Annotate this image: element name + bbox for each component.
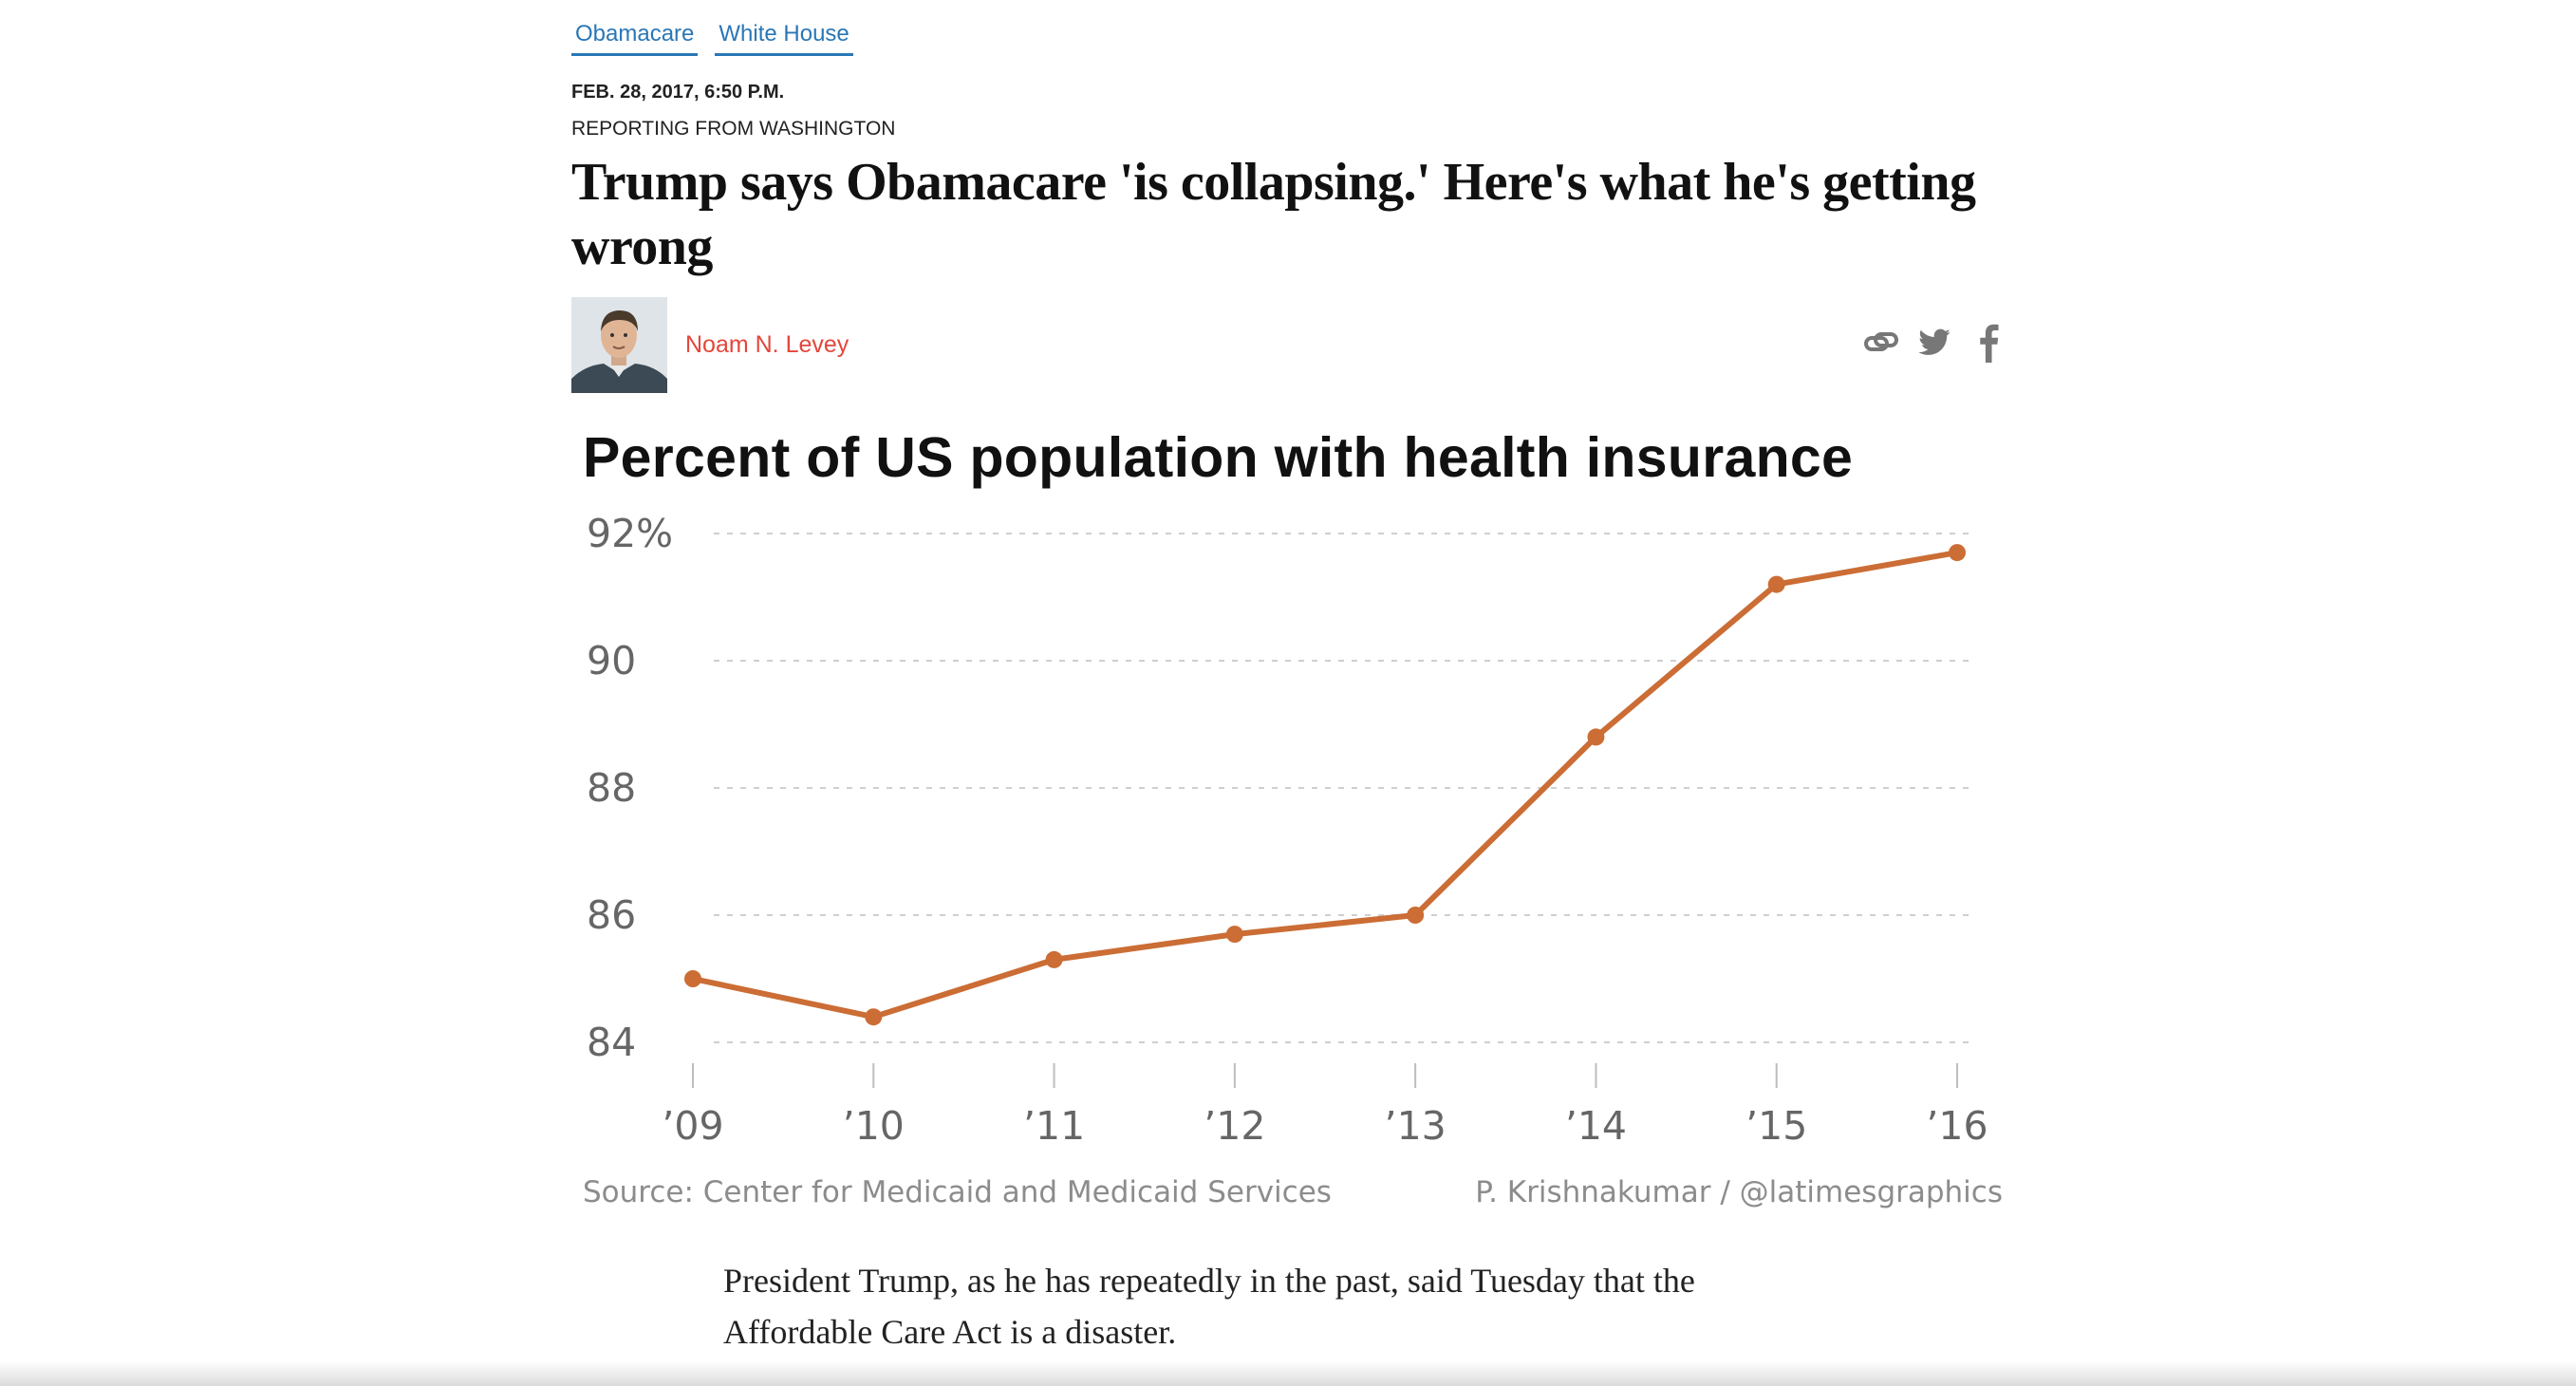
headline: Trump says Obamacare 'is collapsing.' He… — [571, 153, 1976, 276]
x-tick-label: ’12 — [1204, 1103, 1265, 1149]
y-axis: 92% 90 88 86 84 — [587, 511, 673, 1065]
chart-credit: P. Krishnakumar / @latimesgraphics — [1475, 1175, 2003, 1209]
x-axis: ’09 ’10 ’11 ’12 ’13 ’14 ’15 ’16 — [662, 1063, 1988, 1149]
bottom-fade — [0, 1361, 2576, 1386]
x-tick-label: ’11 — [1023, 1103, 1085, 1149]
twitter-icon[interactable] — [1915, 323, 1953, 361]
x-tick-label: ’15 — [1745, 1103, 1807, 1149]
tag-obamacare[interactable]: Obamacare — [571, 17, 699, 56]
author-name[interactable]: Noam N. Levey — [685, 331, 849, 358]
chart-title: Percent of US population with health ins… — [583, 426, 1854, 489]
data-point — [684, 970, 701, 987]
data-point — [1587, 728, 1605, 746]
chart-series — [684, 544, 1966, 1026]
tag-white-house[interactable]: White House — [715, 17, 853, 56]
reporting-location: REPORTING FROM WASHINGTON — [571, 118, 896, 140]
x-tick-label: ’14 — [1565, 1103, 1627, 1149]
article-body: President Trump, as he has repeatedly in… — [723, 1262, 1695, 1351]
y-tick-label: 90 — [587, 638, 636, 684]
facebook-icon[interactable] — [1974, 323, 2003, 363]
series-line — [690, 550, 1960, 1021]
link-icon[interactable] — [1862, 323, 1900, 361]
x-tick-label: ’16 — [1926, 1103, 1988, 1149]
x-tick-label: ’10 — [843, 1103, 905, 1149]
x-tick-label: ’13 — [1385, 1103, 1447, 1149]
data-point — [1407, 907, 1425, 924]
y-tick-label: 88 — [587, 765, 636, 811]
y-tick-label: 86 — [587, 892, 636, 938]
y-tick-label: 92% — [587, 511, 673, 556]
author-avatar[interactable] — [571, 297, 667, 393]
data-point — [1045, 950, 1063, 968]
x-tick-label: ’09 — [662, 1103, 723, 1149]
dateline: FEB. 28, 2017, 6:50 P.M. — [571, 82, 785, 103]
author-photo — [571, 297, 667, 393]
chart-source: Source: Center for Medicaid and Medicaid… — [583, 1175, 1332, 1209]
topic-tags: Obamacare White House — [571, 17, 853, 56]
data-point — [1949, 544, 1966, 562]
data-point — [1767, 575, 1785, 593]
data-point — [865, 1008, 883, 1026]
chart-grid — [714, 533, 1974, 1043]
data-point — [1225, 926, 1243, 944]
y-tick-label: 84 — [587, 1020, 636, 1065]
